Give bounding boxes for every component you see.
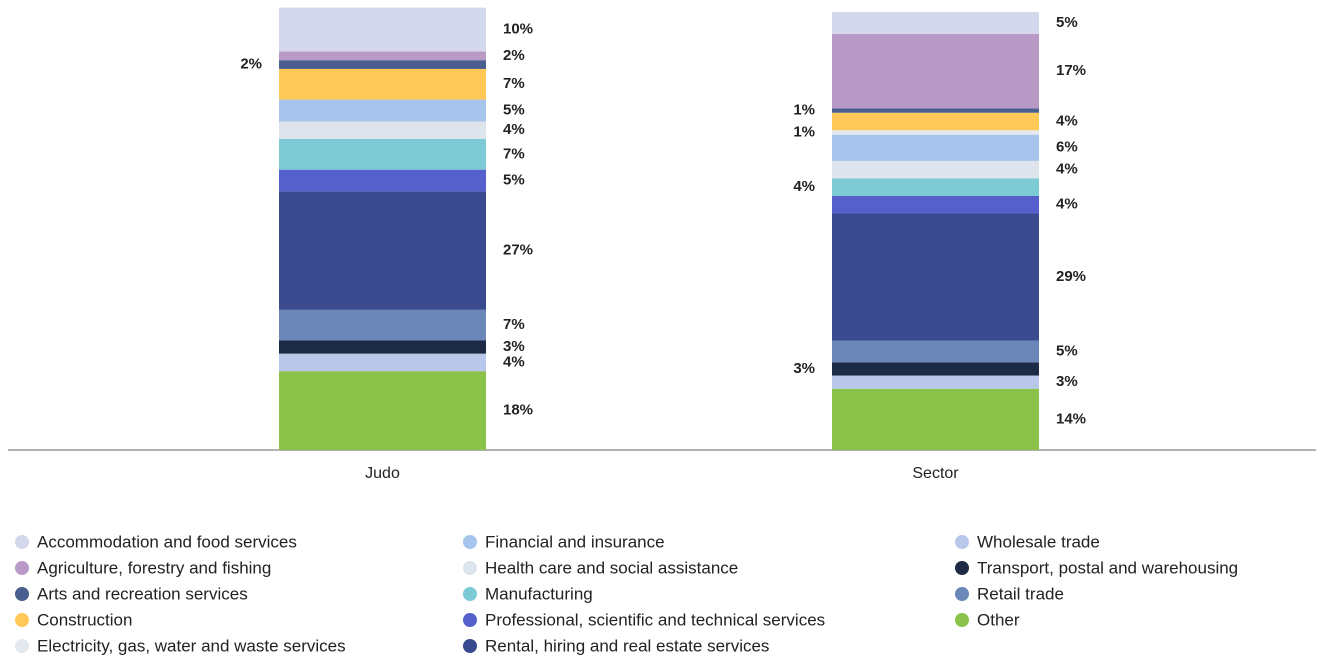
bar-segment: [832, 375, 1039, 389]
bar-segment: [832, 213, 1039, 341]
bar-segment: [832, 195, 1039, 214]
legend-marker: [463, 613, 477, 627]
legend-marker: [955, 587, 969, 601]
bar-segment: [279, 7, 486, 52]
bar-segment: [832, 12, 1039, 34]
bar-segment: [832, 160, 1039, 179]
bar-segment: [832, 340, 1039, 363]
data-label: 3%: [503, 338, 525, 355]
legend-label: Accommodation and food services: [37, 532, 297, 551]
data-label: 14%: [1056, 410, 1086, 427]
bar-segment: [832, 112, 1039, 131]
legend-label: Rental, hiring and real estate services: [485, 636, 769, 655]
bar-segment: [832, 388, 1039, 450]
legend-label: Agriculture, forestry and fishing: [37, 558, 271, 577]
legend-marker: [955, 535, 969, 549]
legend-marker: [463, 561, 477, 575]
legend-marker: [15, 587, 29, 601]
data-label: 7%: [503, 145, 525, 162]
bar-segment: [832, 134, 1039, 161]
data-label: 6%: [1056, 139, 1078, 156]
legend-marker: [463, 535, 477, 549]
data-label: 4%: [1056, 196, 1078, 213]
data-label: 4%: [1056, 161, 1078, 178]
legend-label: Wholesale trade: [977, 532, 1100, 551]
legend-label: Other: [977, 610, 1020, 629]
data-label: 5%: [1056, 342, 1078, 359]
data-label: 5%: [503, 102, 525, 119]
data-label: 4%: [1056, 112, 1078, 129]
bar-segment: [279, 309, 486, 341]
bar-segment: [279, 169, 486, 192]
data-label: 2%: [503, 47, 525, 64]
legend-label: Financial and insurance: [485, 532, 665, 551]
bar-segment: [832, 178, 1039, 196]
data-label: 2%: [240, 56, 262, 73]
data-label: 10%: [503, 20, 533, 37]
data-label: 27%: [503, 242, 533, 259]
legend-marker: [955, 613, 969, 627]
legend-label: Construction: [37, 610, 132, 629]
legend-marker: [463, 639, 477, 653]
legend-label: Retail trade: [977, 584, 1064, 603]
bar-segment: [832, 130, 1039, 135]
bar-segment: [279, 68, 486, 100]
legend-label: Health care and social assistance: [485, 558, 738, 577]
bar-segment: [279, 99, 486, 122]
bar-segment: [279, 191, 486, 310]
data-label: 4%: [503, 353, 525, 370]
legend-marker: [15, 639, 29, 653]
bar-segment: [832, 362, 1039, 376]
data-label: 4%: [503, 121, 525, 138]
bar-segment: [279, 371, 486, 450]
legend-label: Professional, scientific and technical s…: [485, 610, 825, 629]
data-label: 1%: [793, 102, 815, 119]
bar-segment: [279, 51, 486, 61]
x-tick-label: Sector: [912, 465, 959, 482]
data-label: 5%: [503, 172, 525, 189]
data-label: 18%: [503, 402, 533, 419]
legend-marker: [463, 587, 477, 601]
bar-segment: [279, 139, 486, 170]
bar-segment: [279, 353, 486, 372]
data-label: 3%: [793, 360, 815, 377]
data-label: 7%: [503, 75, 525, 92]
bar-segment: [832, 108, 1039, 113]
legend-marker: [15, 613, 29, 627]
data-label: 4%: [793, 178, 815, 195]
x-tick-label: Judo: [365, 465, 400, 482]
data-label: 29%: [1056, 268, 1086, 285]
data-label: 1%: [793, 123, 815, 140]
legend-marker: [955, 561, 969, 575]
bar-segment: [832, 33, 1039, 109]
legend-marker: [15, 561, 29, 575]
bar-segment: [279, 340, 486, 354]
legend-label: Electricity, gas, water and waste servic…: [37, 636, 346, 655]
data-label: 5%: [1056, 14, 1078, 31]
bar-segment: [279, 60, 486, 69]
legend-label: Arts and recreation services: [37, 584, 248, 603]
data-label: 3%: [1056, 373, 1078, 390]
bar-segment: [279, 121, 486, 140]
data-label: 7%: [503, 316, 525, 333]
legend-marker: [15, 535, 29, 549]
data-label: 17%: [1056, 62, 1086, 79]
legend-label: Transport, postal and warehousing: [977, 558, 1238, 577]
legend-label: Manufacturing: [485, 584, 593, 603]
